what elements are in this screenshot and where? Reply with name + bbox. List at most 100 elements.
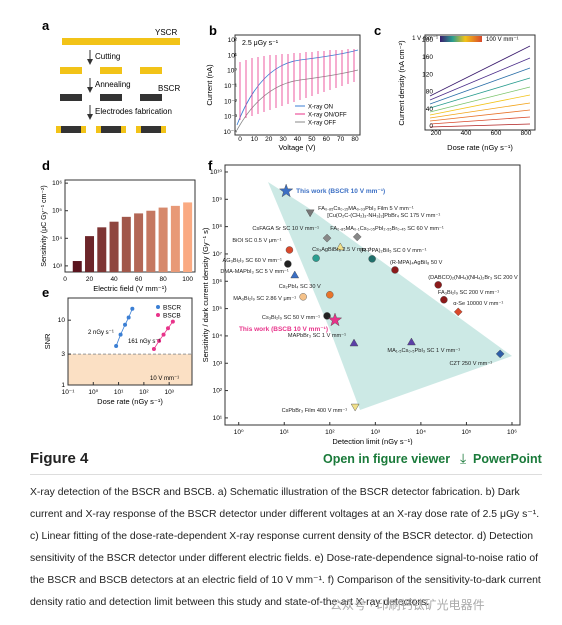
y-tick-label: 200 <box>422 37 433 44</box>
x-tick-label: 10² <box>325 429 335 436</box>
y-tick-label: 10⁻² <box>224 98 238 105</box>
x-tick-label: 10³ <box>164 389 174 396</box>
point-label: DMA-MAPbI₃ SC 5 V mm⁻¹ <box>220 269 288 275</box>
annotation: 161 nGy s⁻¹ <box>128 339 161 345</box>
step: Annealing <box>95 80 131 89</box>
data-point <box>323 312 331 320</box>
x-tick-label: 200 <box>431 130 442 137</box>
y-tick-label: 1 <box>61 382 65 389</box>
y-tick-label: 10⁷ <box>212 251 222 258</box>
fit-lines <box>429 45 531 128</box>
data-point <box>114 343 119 348</box>
y-axis-label: Sensitivity / dark current density (Gy⁻¹… <box>201 227 210 362</box>
label: BSCR <box>158 84 180 93</box>
data-point <box>495 349 505 359</box>
y-tick-label: 10⁹ <box>212 196 222 203</box>
data-point <box>170 319 175 324</box>
point-label: Cs₃Bi₂I₉ SC 50 V mm⁻¹ <box>262 315 320 321</box>
point-label: BiOI SC 0.5 V μm⁻¹ <box>232 238 281 244</box>
data-point <box>326 291 334 299</box>
colorbar-label: 100 V mm⁻¹ <box>486 37 519 43</box>
data-point <box>278 183 294 198</box>
legend-label: BSCB <box>163 313 181 320</box>
y-tick-label: 120 <box>422 71 433 78</box>
y-tick-label: 80 <box>426 89 434 96</box>
download-icon: ⤓ <box>460 450 467 466</box>
bar <box>170 205 180 272</box>
x-axis-label: Voltage (V) <box>278 143 316 152</box>
below-threshold <box>68 354 192 385</box>
legend-label: X-ray ON/OFF <box>308 113 347 119</box>
x-tick-label: 80 <box>159 276 167 283</box>
point-label: Cs₂PbI₄ SC 30 V <box>279 284 321 290</box>
point-label: Cs₃AgBiBr₆ 2.5 V mm⁻¹ <box>312 247 371 253</box>
data-point <box>166 326 171 331</box>
y-tick-label: 10⁴ <box>52 235 62 242</box>
point-label: MAPbBr₃ SC 1 V mm⁻¹ <box>288 333 346 339</box>
cut-pieces <box>60 67 162 74</box>
data-point <box>350 403 360 412</box>
point-label: FA₃Bi₂I₉ SC 200 V mm⁻¹ <box>438 290 499 296</box>
electroded-pieces <box>56 126 166 133</box>
legend-label: BSCR <box>163 305 181 312</box>
y-tick-label: 10⁻¹ <box>224 83 238 90</box>
x-tick-label: 20 <box>86 276 94 283</box>
y-tick-label: 10⁰ <box>227 68 237 75</box>
data-point <box>151 346 156 351</box>
x-tick-label: 10⁵ <box>461 429 471 436</box>
y-axis-label: SNR <box>43 333 52 349</box>
point-label: CsPbBr₃ Film 400 V mm⁻¹ <box>282 408 348 414</box>
legend-marker <box>156 313 160 317</box>
y-tick-label: 10³ <box>213 360 223 367</box>
point-label: AG₃Bi₂I₉ SC 60 V mm⁻¹ <box>223 258 282 264</box>
y-tick-label: 10³ <box>53 263 63 270</box>
iv-curves <box>236 49 359 131</box>
x-tick-label: 400 <box>461 130 472 137</box>
data-point <box>434 281 442 289</box>
figure: a YSCR BSCR Cutting Annealing Electrodes… <box>41 18 536 445</box>
y-tick-label: 10⁻⁴ <box>224 129 238 136</box>
point-label: MA₃Bi₂I₉ SC 2.86 V μm⁻¹ <box>233 296 296 302</box>
x-tick-label: 10³ <box>371 429 381 436</box>
y-tick-label: 10² <box>213 388 223 395</box>
bar <box>121 216 131 272</box>
legend-label: X-ray ON <box>308 105 333 111</box>
data-point <box>305 209 315 218</box>
x-tick-label: 10⁴ <box>416 429 426 436</box>
x-tick-label: 10⁰ <box>88 389 98 396</box>
point-label: (DABCO)₂(NH₄)(NH₄)₂Br₃ SC 200 V <box>428 275 518 281</box>
bar <box>109 221 119 272</box>
point-label: [Cu(O₂C-(CH₂)₃-NH₃)₂]PbBr₄ SC 175 V mm⁻¹ <box>327 213 440 219</box>
point-label: This work (BSCR 10 V mm⁻¹) <box>296 188 385 195</box>
plot-frame <box>234 34 361 136</box>
data-point <box>440 296 448 304</box>
y-axis-label: Current density (nA cm⁻²) <box>397 40 406 126</box>
point-label: FA₀.₈₅MA₀.₁Cs₀.₀₅PbI₂.₅₅Br₀.₄₅ SC 60 V m… <box>330 226 444 232</box>
powerpoint-link[interactable]: PowerPoint <box>473 452 542 466</box>
x-tick-label: 20 <box>265 136 273 143</box>
viewer-link[interactable]: Open in figure viewer <box>323 452 451 466</box>
panel-label: e <box>42 285 49 300</box>
bar <box>97 227 107 272</box>
y-tick-label: 10¹ <box>228 52 238 59</box>
y-tick-label: 0 <box>429 123 433 130</box>
x-tick-label: 60 <box>135 276 143 283</box>
plot-frame <box>224 164 521 426</box>
bar <box>183 202 193 272</box>
panel-label: c <box>374 23 381 38</box>
x-tick-label: 10¹ <box>280 429 290 436</box>
data-point <box>123 322 128 327</box>
x-tick-label: 600 <box>491 130 502 137</box>
point-label: α-Se 10000 V mm⁻¹ <box>453 301 503 307</box>
step: Electrodes fabrication <box>95 107 172 116</box>
plot-frame <box>67 297 193 386</box>
data-point <box>322 233 332 243</box>
x-tick-label: 10 <box>251 136 259 143</box>
x-tick-label: 100 <box>182 276 193 283</box>
point-label: This work (BSCB 10 V mm⁻¹) <box>239 326 328 333</box>
y-tick-label: 3 <box>61 351 65 358</box>
crystal-rod <box>62 38 180 45</box>
y-tick-label: 40 <box>426 106 434 113</box>
x-tick-label: 70 <box>337 136 345 143</box>
